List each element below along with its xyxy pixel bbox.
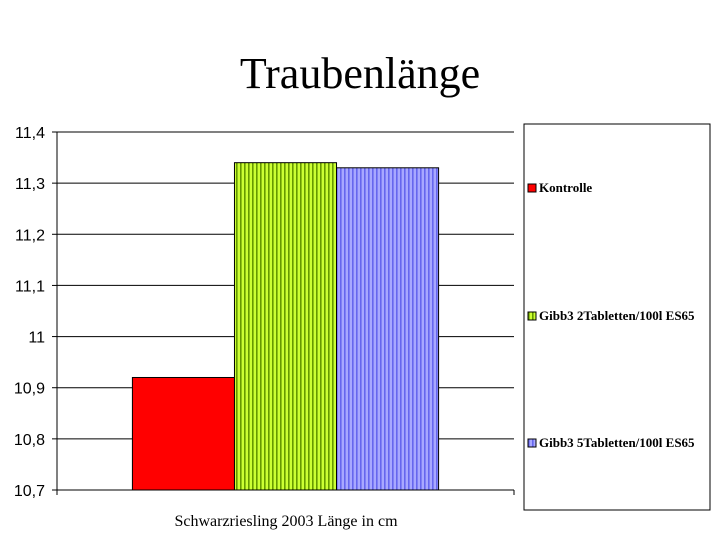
y-tick-label: 11 — [28, 330, 45, 347]
legend-swatch — [527, 183, 537, 193]
y-tick-label: 10,8 — [14, 432, 45, 449]
y-tick-label: 11,3 — [15, 176, 45, 193]
bar-1 — [131, 376, 235, 491]
bar-3 — [336, 167, 440, 491]
chart-title: Traubenlänge — [240, 49, 480, 98]
y-axis-ticks: 10,7 10,8 10,9 11 11,1 11,2 11,3 11,4 — [14, 125, 515, 500]
legend-label: Kontrolle — [539, 180, 592, 195]
legend-label: Gibb3 2Tabletten/100l ES65 — [539, 308, 695, 323]
y-tick-label: 11,2 — [15, 227, 45, 244]
x-axis-label: Schwarzriesling 2003 Länge in cm — [174, 513, 398, 530]
y-tick-label: 10,9 — [14, 381, 45, 398]
bar-2 — [233, 162, 338, 491]
legend-swatch — [527, 438, 537, 448]
y-tick-label: 11,4 — [15, 125, 45, 142]
legend: Kontrolle Gibb3 2Tabletten/100l ES65 Gibb3… — [523, 123, 711, 511]
bars — [131, 162, 440, 491]
y-tick-label: 11,1 — [15, 278, 45, 295]
y-tick-label: 10,7 — [14, 483, 45, 500]
legend-swatch — [527, 311, 537, 321]
legend-label: Gibb3 5Tabletten/100l ES65 — [539, 435, 695, 450]
legend-box — [523, 123, 711, 511]
